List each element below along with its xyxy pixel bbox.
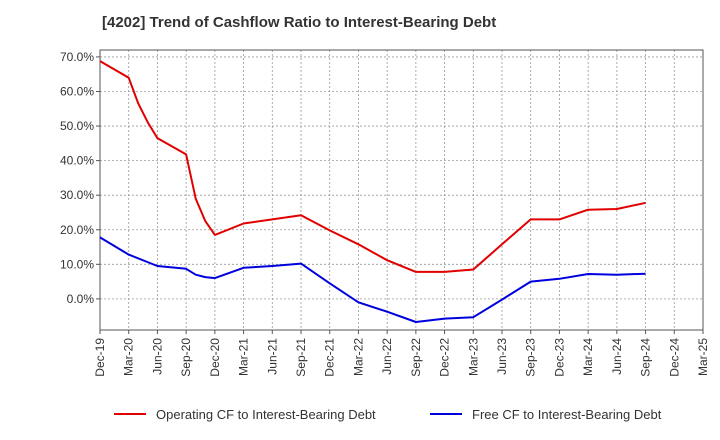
legend-label-0: Operating CF to Interest-Bearing Debt bbox=[156, 407, 376, 422]
grid-layer bbox=[99, 50, 704, 330]
x-tick-label: Sep-24 bbox=[639, 338, 653, 377]
x-tick-label: Mar-20 bbox=[122, 338, 136, 376]
x-tick-label: Mar-21 bbox=[237, 338, 251, 376]
x-tick-label: Jun-23 bbox=[495, 338, 509, 375]
y-tick-label: 20.0% bbox=[60, 223, 94, 237]
y-tick-label: 0.0% bbox=[67, 292, 95, 306]
legend: Operating CF to Interest-Bearing Debt Fre… bbox=[114, 407, 662, 422]
x-tick-label: Dec-21 bbox=[323, 338, 337, 377]
axis-layer: 0.0% 10.0% 20.0% 30.0% 40.0% 50.0% 60.0% 70.0% D… bbox=[60, 49, 710, 377]
x-tick-label: Jun-22 bbox=[380, 338, 394, 375]
plot-frame bbox=[99, 49, 704, 331]
legend-label-1: Free CF to Interest-Bearing Debt bbox=[472, 407, 662, 422]
x-tick-label: Sep-23 bbox=[524, 338, 538, 377]
x-tick-label: Dec-19 bbox=[93, 338, 107, 377]
x-tick-label: Sep-20 bbox=[179, 338, 193, 377]
series-line-1 bbox=[99, 236, 646, 323]
x-tick-label: Mar-23 bbox=[466, 338, 480, 376]
y-tick-label: 30.0% bbox=[60, 188, 94, 202]
x-tick-label: Sep-22 bbox=[409, 338, 423, 377]
y-tick-label: 50.0% bbox=[60, 119, 94, 133]
x-tick-label: Dec-23 bbox=[552, 338, 566, 377]
x-tick-label: Dec-20 bbox=[208, 338, 222, 377]
x-tick-label: Dec-22 bbox=[438, 338, 452, 377]
y-tick-label: 60.0% bbox=[60, 84, 94, 98]
y-tick-label: 70.0% bbox=[60, 50, 94, 64]
x-tick-label: Sep-21 bbox=[294, 338, 308, 377]
chart-title: [4202] Trend of Cashflow Ratio to Intere… bbox=[102, 14, 497, 31]
series-layer bbox=[99, 60, 646, 323]
x-tick-label: Jun-24 bbox=[610, 338, 624, 375]
x-tick-label: Jun-20 bbox=[150, 338, 164, 375]
y-tick-label: 10.0% bbox=[60, 257, 94, 271]
x-tick-label: Mar-25 bbox=[696, 338, 710, 376]
y-tick-label: 40.0% bbox=[60, 154, 94, 168]
series-line-0 bbox=[99, 60, 646, 273]
x-tick-label: Mar-22 bbox=[351, 338, 365, 376]
x-tick-label: Jun-21 bbox=[265, 338, 279, 375]
x-tick-label: Mar-24 bbox=[581, 338, 595, 376]
x-tick-label: Dec-24 bbox=[667, 338, 681, 377]
